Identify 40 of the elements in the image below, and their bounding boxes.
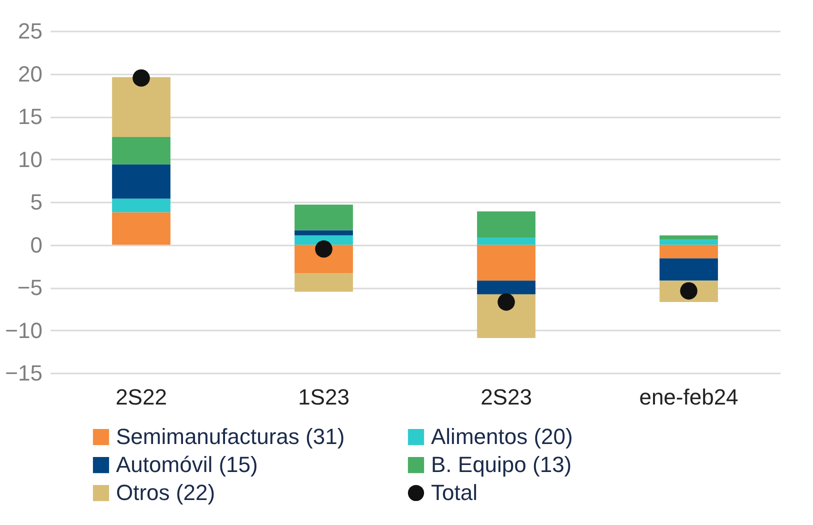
bar [660,258,718,281]
y-tick-label: 10 [18,146,42,172]
legend-label: Total [431,480,478,505]
bar [477,280,536,294]
bar [294,272,353,292]
y-tick-label: 20 [18,61,42,86]
y-tick-label: 0 [30,232,42,258]
point [132,69,150,87]
bar [294,204,353,230]
point [498,293,515,311]
y-tick-label: −15 [5,360,42,386]
bar [660,244,718,258]
point [315,240,332,258]
bar [112,77,170,138]
x-tick-label: 2S23 [480,384,532,410]
y-tick-label: −5 [17,275,42,300]
bar [660,235,718,240]
x-tick-label: 1S23 [298,384,350,410]
bar [112,164,170,199]
bar [112,137,170,164]
bar [112,212,170,245]
y-tick-label: 15 [18,104,42,129]
y-tick-label: −10 [5,318,42,343]
bar [112,198,170,212]
legend-label: Automóvil (15) [116,452,258,477]
bar [477,294,536,338]
legend-label: Otros (22) [116,480,216,505]
y-tick-label: 5 [30,190,42,214]
x-tick-label: 2S22 [116,384,167,410]
bar [294,235,353,245]
bar [294,230,353,236]
bar [660,240,718,245]
bar [477,211,536,238]
legend-label: Alimentos (20) [431,424,573,449]
bar [477,244,536,281]
bar [477,238,536,245]
y-tick-label: 25 [18,18,42,44]
legend-label: B. Equipo (13) [431,452,572,477]
x-tick-label: ene-feb24 [639,384,738,410]
legend-label: Semimanufacturas (31) [116,424,345,449]
